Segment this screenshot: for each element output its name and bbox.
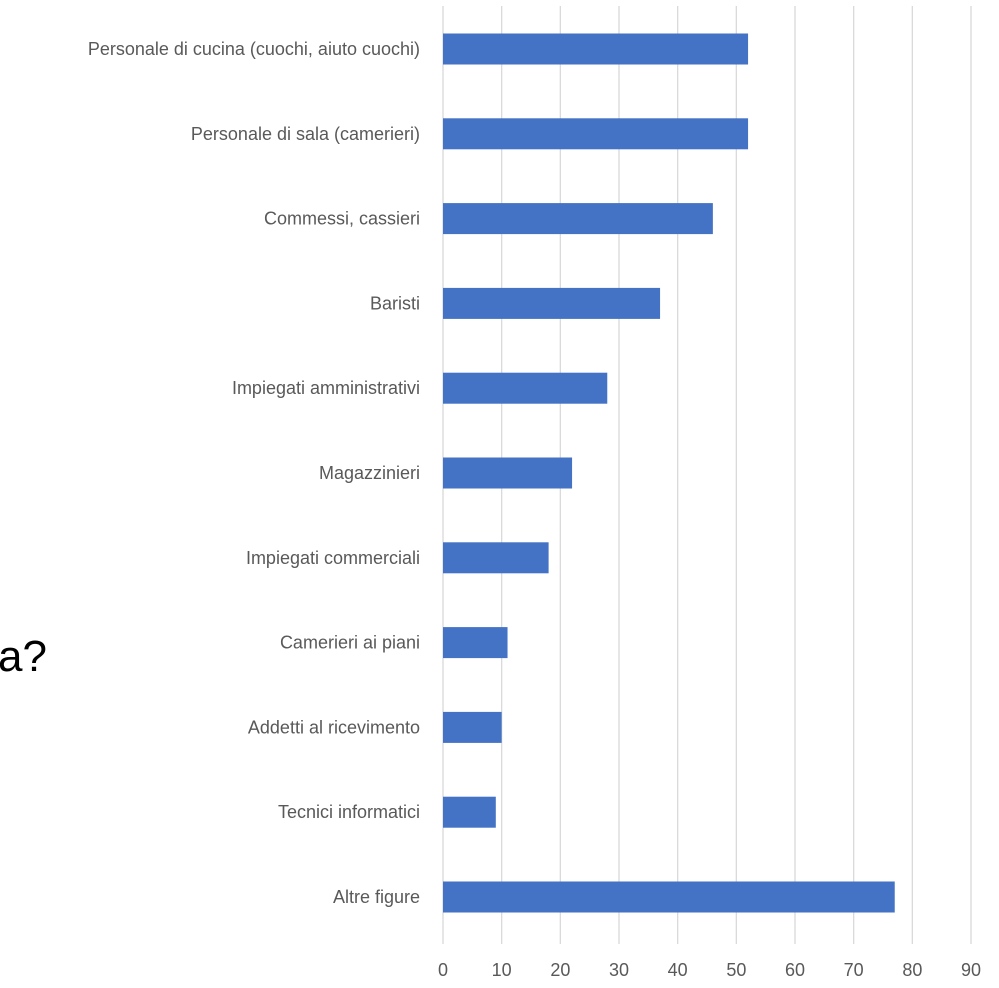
bar [443, 796, 496, 828]
bar [443, 287, 661, 319]
cut-off-title-fragment: a? [0, 632, 47, 681]
category-label: Camerieri ai piani [280, 633, 420, 653]
x-tick-label: 80 [902, 960, 922, 980]
category-label: Impiegati commerciali [246, 548, 420, 568]
x-tick-label: 50 [726, 960, 746, 980]
category-label: Commessi, cassieri [264, 209, 420, 229]
x-tick-label: 40 [668, 960, 688, 980]
gridlines [442, 6, 972, 944]
x-tick-label: 20 [550, 960, 570, 980]
x-tick-label: 10 [492, 960, 512, 980]
x-tick-label: 30 [609, 960, 629, 980]
bar [443, 457, 573, 489]
bar [443, 627, 508, 659]
x-tick-label: 70 [844, 960, 864, 980]
category-label: Personale di sala (camerieri) [191, 124, 420, 144]
category-label: Altre figure [333, 887, 420, 907]
category-label: Magazzinieri [319, 463, 420, 483]
category-labels: Personale di cucina (cuochi, aiuto cuoch… [88, 39, 420, 907]
bar [443, 542, 549, 574]
category-label: Personale di cucina (cuochi, aiuto cuoch… [88, 39, 420, 59]
bar [443, 711, 502, 743]
bar [443, 881, 895, 913]
x-tick-label: 60 [785, 960, 805, 980]
bars [443, 33, 895, 913]
x-axis-tick-labels: 0 10 20 30 40 50 60 70 80 90 [438, 960, 981, 980]
bar [443, 372, 608, 404]
category-label: Addetti al ricevimento [248, 717, 420, 737]
bar [443, 33, 749, 65]
bar [443, 118, 749, 150]
x-tick-label: 90 [961, 960, 981, 980]
bar [443, 203, 713, 235]
x-tick-label: 0 [438, 960, 448, 980]
category-label: Impiegati amministrativi [232, 378, 420, 398]
category-label: Tecnici informatici [278, 802, 420, 822]
category-label: Baristi [370, 293, 420, 313]
